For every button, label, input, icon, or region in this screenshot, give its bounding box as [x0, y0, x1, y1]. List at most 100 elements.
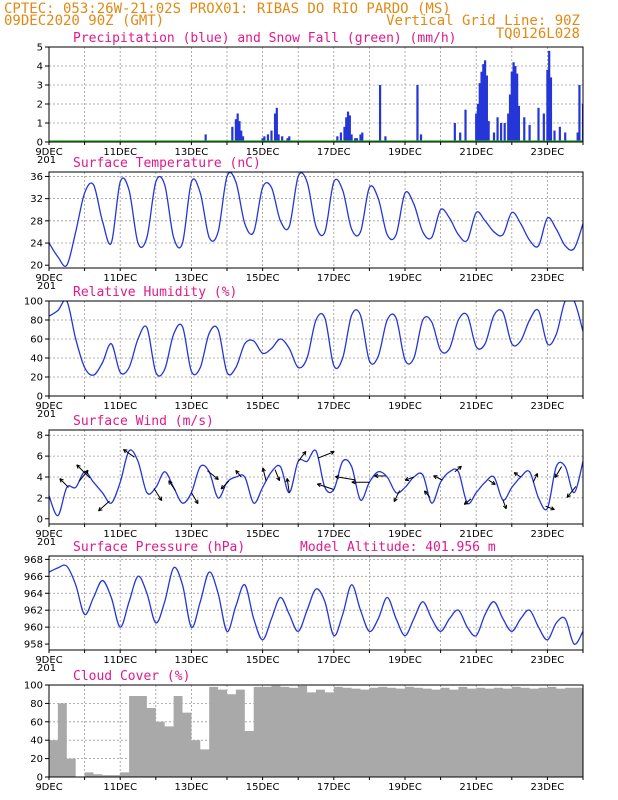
wind-arrow-head	[302, 450, 307, 456]
y-tick-label: 2	[37, 493, 43, 504]
precip-bar	[480, 71, 483, 142]
x-tick-label: 23DEC	[531, 529, 565, 540]
plot-area-temp	[49, 172, 583, 267]
wind-arrow-shaft	[59, 478, 69, 488]
wind-vector-arrow	[297, 450, 307, 462]
precip-bar	[348, 115, 351, 142]
wind-vector-arrow	[513, 472, 521, 478]
wind-arrow-shaft	[424, 490, 431, 498]
precip-bar	[288, 136, 291, 142]
precip-bar	[236, 113, 239, 142]
wind-arrow-head	[393, 497, 398, 502]
precip-bar	[361, 132, 364, 142]
precip-bar	[263, 136, 266, 142]
x-tick-label: 13DEC	[175, 401, 209, 412]
panel-title-cloud: Cloud Cover (%)	[73, 669, 190, 684]
wind-arrow-shaft	[123, 449, 135, 458]
x-tick-label: 9DEC	[35, 655, 62, 666]
y-tick-label: 100	[24, 297, 43, 308]
panel-precip: 0 1 2 3 4 5 9DEC 11DEC 13DEC 15DEC 17DEC 19DEC 21DEC…	[35, 31, 584, 166]
header-gridline-note: Vertical Grid Line: 90Z	[386, 13, 580, 29]
wind-vector-arrow	[76, 464, 91, 479]
wind-arrow-shaft	[78, 469, 89, 482]
y-tick-label: 20	[30, 754, 43, 765]
x-tick-label: 9DEC	[35, 147, 62, 158]
x-tick-label: 11DEC	[103, 147, 137, 158]
y-tick-label: 964	[24, 589, 43, 600]
x-tick-label: 21DEC	[459, 782, 493, 793]
wind-arrow-head	[457, 465, 462, 471]
x-year-label: 201	[37, 155, 56, 166]
precip-bar	[523, 117, 526, 142]
precip-bar	[281, 136, 284, 142]
x-tick-label: 19DEC	[388, 782, 422, 793]
wind-vector-arrow	[423, 490, 431, 498]
precip-bar	[512, 62, 515, 142]
precip-bar	[482, 64, 485, 142]
y-tick-label: 5	[37, 43, 43, 54]
y-tick-label: 40	[30, 354, 43, 365]
y-tick-label: 28	[30, 216, 43, 227]
panel-frame	[48, 555, 584, 651]
y-tick-label: 40	[30, 736, 43, 747]
precip-bar	[355, 138, 359, 142]
x-tick-label: 17DEC	[317, 655, 351, 666]
x-tick-label: 17DEC	[317, 147, 351, 158]
wind-arrow-shaft	[274, 469, 280, 481]
x-year-label: 201	[37, 281, 56, 292]
x-tick-label: 17DEC	[317, 401, 351, 412]
wind-vector-arrow	[220, 480, 230, 490]
precip-bar	[510, 71, 513, 142]
panel-frame	[48, 171, 584, 269]
precip-bar	[508, 94, 512, 142]
x-tick-label: 11DEC	[103, 782, 137, 793]
y-tick-label: 36	[30, 172, 43, 183]
wind-vector-arrow	[532, 473, 539, 483]
wind-arrow-shaft	[532, 473, 539, 483]
wind-vector-arrow	[554, 466, 563, 478]
panel-frame	[48, 429, 584, 525]
panel-pres: 958 960 962 964 966 968 9DEC 11DEC 13DEC 15DEC 17D…	[24, 540, 584, 674]
y-tick-label: 966	[24, 572, 43, 583]
x-tick-label: 9DEC	[35, 273, 62, 284]
wind-vector-arrow	[207, 470, 219, 481]
wind-arrow-shaft	[297, 451, 307, 462]
x-tick-label: 21DEC	[459, 273, 493, 284]
precip-bar	[496, 117, 499, 142]
x-tick-label: 15DEC	[246, 655, 280, 666]
y-tick-label: 4	[37, 62, 43, 73]
x-tick-label: 9DEC	[35, 782, 62, 793]
precip-bar	[546, 69, 549, 142]
precip-bar	[336, 136, 339, 142]
panel-temp: 20 24 28 32 36 9DEC 11DEC 13DEC 15DEC 17DEC 19DEC 2…	[30, 156, 584, 292]
wind-arrow-head	[98, 507, 103, 512]
precip-bar	[500, 123, 503, 142]
wind-vector-arrow	[316, 483, 334, 491]
wind-arrow-shaft	[566, 486, 577, 498]
precip-bar	[378, 85, 382, 142]
plot-area-precip	[49, 50, 583, 142]
y-tick-label: 100	[24, 681, 43, 692]
wind-arrow-shaft	[317, 451, 335, 459]
wind-vector-arrow	[317, 450, 335, 459]
wind-vector-arrow	[488, 479, 496, 486]
x-tick-label: 21DEC	[459, 655, 493, 666]
y-tick-label: 958	[24, 640, 43, 651]
rh-series-line	[49, 301, 583, 377]
x-tick-label: 13DEC	[175, 273, 209, 284]
y-tick-label: 3	[37, 81, 43, 92]
x-tick-label: 21DEC	[459, 147, 493, 158]
wind-vector-arrow	[78, 469, 89, 482]
precip-bar	[231, 126, 234, 142]
precip-bar	[576, 132, 579, 142]
x-tick-label: 9DEC	[35, 529, 62, 540]
x-tick-label: 23DEC	[531, 273, 565, 284]
precip-bar	[549, 77, 553, 142]
wind-arrow-head	[59, 478, 64, 483]
x-tick-label: 21DEC	[459, 529, 493, 540]
x-tick-label: 13DEC	[175, 655, 209, 666]
wind-arrow-head	[554, 473, 559, 478]
wind-arrow-shaft	[207, 470, 219, 480]
y-tick-label: 0	[37, 773, 43, 784]
x-year-label: 201	[37, 537, 56, 548]
